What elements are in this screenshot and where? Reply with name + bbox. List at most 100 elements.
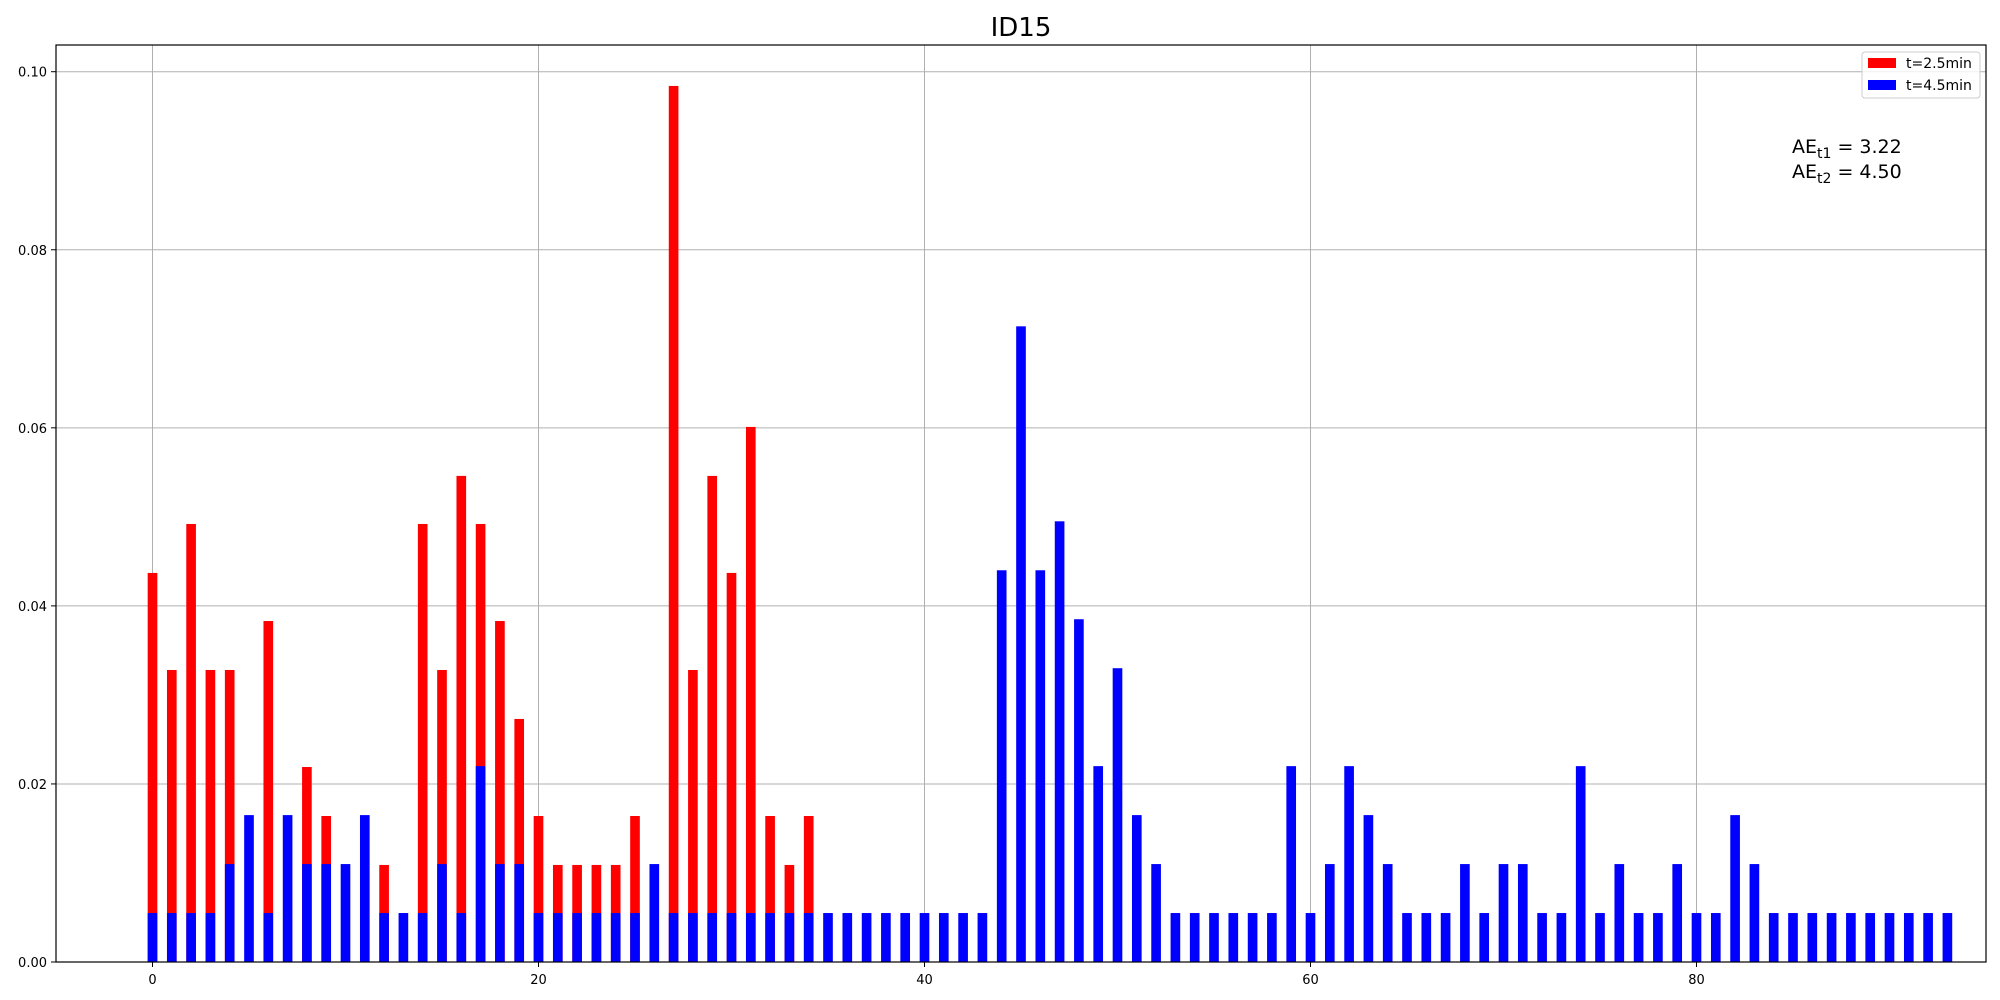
bar-series-2: [1595, 913, 1605, 962]
bar-series-2: [1440, 913, 1451, 962]
legend-label-series-2: t=4.5min: [1906, 78, 1972, 94]
bar-series-2: [1768, 913, 1779, 962]
bar-series-2: [610, 913, 621, 962]
bar-series-2: [1035, 570, 1046, 962]
legend-swatch-series-2: [1868, 80, 1896, 90]
bar-series-2: [456, 913, 467, 962]
bar-series-2: [688, 913, 698, 962]
bar-series-2: [861, 913, 872, 962]
bar-series-2: [1672, 864, 1683, 962]
ae-t2-value: = 4.50: [1831, 161, 1901, 183]
legend: t=2.5min t=4.5min: [1861, 51, 1981, 99]
y-tick-label: 0.06: [18, 422, 47, 437]
bar-series-2: [147, 913, 158, 962]
x-tick-label: 60: [1302, 973, 1319, 988]
bars: [147, 85, 1953, 963]
bar-series-2: [1807, 913, 1818, 962]
y-tick-label: 0.10: [18, 66, 47, 81]
bar-series-2: [1363, 815, 1374, 962]
bar-series-2: [726, 913, 737, 962]
bar-series-2: [1614, 864, 1625, 962]
bar-series-2: [881, 913, 891, 962]
bar-series-2: [1151, 864, 1161, 962]
bar-series-1: [803, 815, 814, 962]
bar-series-2: [1286, 766, 1297, 962]
x-tick-label: 80: [1688, 973, 1705, 988]
bar-series-2: [1305, 913, 1316, 962]
bar-series-1: [726, 572, 737, 962]
bar-series-2: [1267, 913, 1277, 962]
bar-series-2: [1788, 913, 1798, 962]
bar-series-2: [1382, 864, 1393, 962]
bar-series-2: [533, 913, 544, 962]
bar-series-2: [417, 913, 428, 962]
bar-series-1: [186, 523, 196, 962]
x-tick-label: 20: [530, 973, 547, 988]
bar-series-2: [321, 864, 332, 962]
ae-t1-sub: t1: [1817, 146, 1831, 162]
bar-series-2: [919, 913, 930, 962]
bar-series-2: [1344, 766, 1354, 962]
y-tick-label: 0.04: [18, 600, 47, 615]
bar-series-1: [668, 85, 679, 963]
bar-series-2: [1710, 913, 1721, 962]
bar-series-2: [1170, 913, 1181, 962]
bar-series-2: [244, 815, 254, 962]
bar-series-2: [359, 815, 370, 962]
bar-series-1: [147, 572, 158, 962]
axis-ticks: 0 20 40 60 80 0.00 0.02 0.04 0.06 0.08 0.10: [18, 66, 1705, 988]
bar-series-2: [495, 864, 505, 962]
bar-series-1: [456, 475, 467, 962]
bar-series-2: [1054, 521, 1065, 962]
bar-series-2: [803, 913, 814, 962]
bar-series-1: [765, 815, 775, 962]
bar-series-2: [630, 913, 640, 962]
bar-series-2: [552, 913, 563, 962]
bar-series-2: [514, 864, 525, 962]
bar-series-2: [475, 766, 486, 962]
bar-series-2: [765, 913, 775, 962]
bar-series-2: [1923, 913, 1933, 962]
bar-series-1: [263, 621, 274, 962]
bar-series-2: [1421, 913, 1432, 962]
bar-series-1: [707, 475, 718, 962]
bar-series-2: [591, 913, 602, 962]
bar-series-2: [745, 913, 756, 962]
bar-series-2: [1517, 864, 1528, 962]
bar-series-2: [784, 913, 795, 962]
bar-series-1: [495, 621, 505, 962]
bar-series-2: [1826, 913, 1837, 962]
legend-swatch-series-1: [1868, 58, 1896, 68]
ae-annotation: AEt1 = 3.22 AEt2 = 4.50: [1792, 136, 1902, 187]
bar-series-2: [1556, 913, 1567, 962]
bar-series-1: [417, 523, 428, 962]
bar-series-2: [379, 913, 389, 962]
bar-series-2: [1903, 913, 1914, 962]
bar-series-1: [166, 669, 177, 962]
y-tick-label: 0.08: [18, 244, 47, 259]
bar-series-2: [996, 570, 1007, 962]
bar-series-2: [1189, 913, 1200, 962]
bar-series-2: [977, 913, 988, 962]
bar-series-1: [224, 669, 235, 962]
bar-series-2: [1460, 864, 1470, 962]
bar-series-1: [688, 669, 698, 962]
bar-series-2: [1575, 766, 1586, 962]
bar-series-1: [475, 523, 486, 962]
bar-series-1: [437, 669, 447, 962]
bar-series-2: [1402, 913, 1412, 962]
bar-series-2: [842, 913, 853, 962]
bar-series-2: [938, 913, 949, 962]
ae-t2-sub: t2: [1817, 171, 1831, 187]
bar-series-2: [1074, 619, 1084, 962]
bar-series-1: [533, 815, 544, 962]
chart-title: ID15: [991, 13, 1052, 43]
bar-series-2: [1884, 913, 1895, 962]
bar-series-2: [1247, 913, 1258, 962]
bar-series-1: [745, 426, 756, 962]
ae-t1-annotation: AEt1 = 3.22: [1792, 136, 1902, 162]
bar-series-2: [340, 864, 351, 962]
bar-series-2: [1228, 913, 1239, 962]
bar-series-2: [1846, 913, 1856, 962]
